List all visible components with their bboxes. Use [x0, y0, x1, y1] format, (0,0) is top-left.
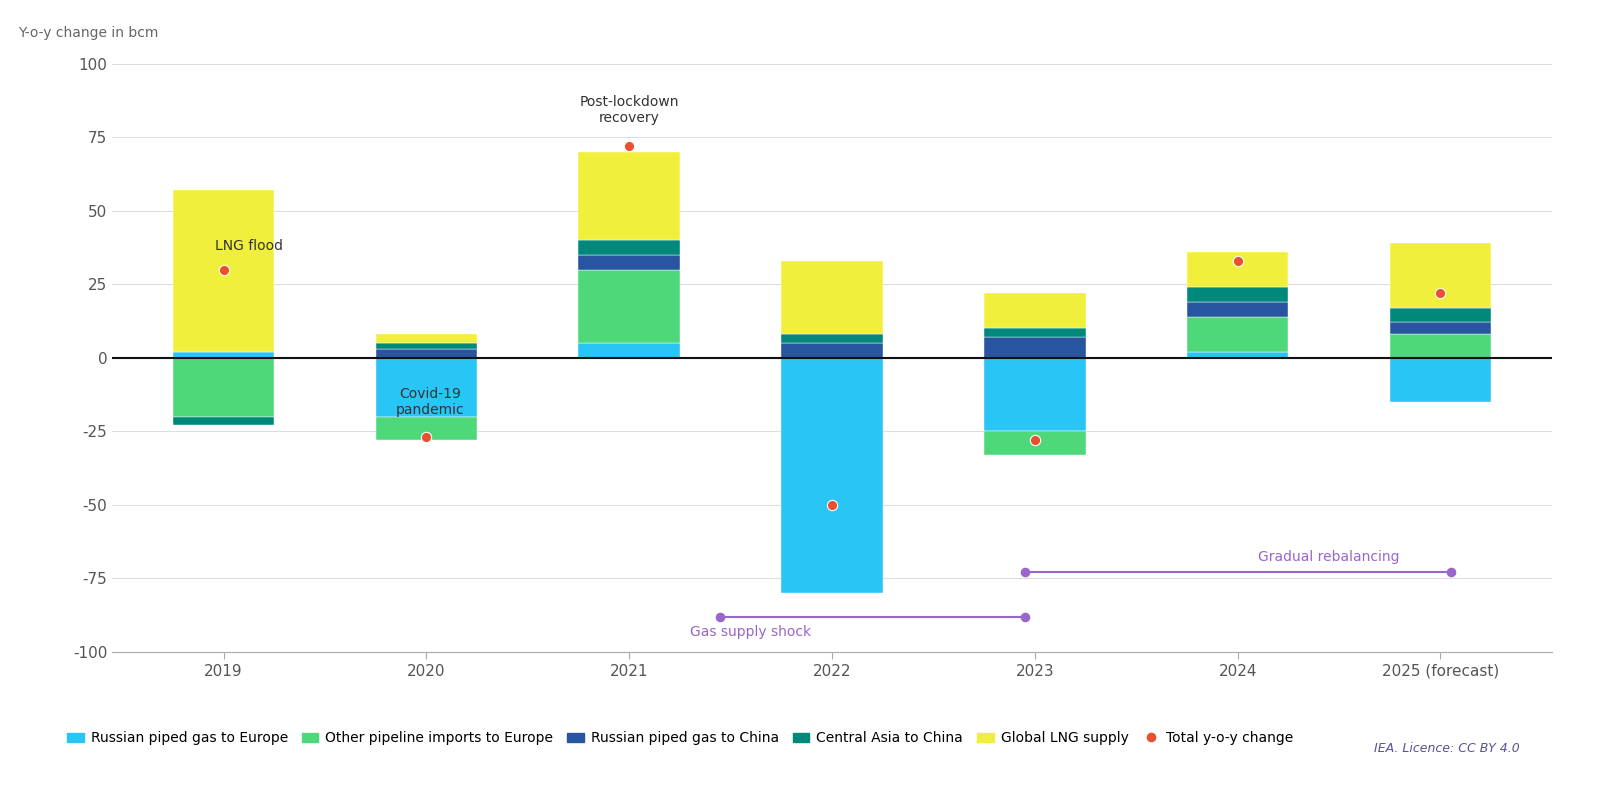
- Bar: [173, 417, 274, 425]
- Bar: [376, 343, 477, 349]
- Point: [616, 140, 642, 153]
- Bar: [984, 293, 1085, 328]
- Bar: [173, 190, 274, 352]
- Text: Gas supply shock: Gas supply shock: [690, 626, 811, 639]
- Point: [1226, 254, 1251, 267]
- Bar: [1390, 323, 1491, 334]
- Bar: [1187, 316, 1288, 352]
- Bar: [1187, 352, 1288, 358]
- Bar: [1390, 243, 1491, 308]
- Bar: [984, 328, 1085, 337]
- Text: LNG flood: LNG flood: [216, 239, 283, 253]
- Bar: [376, 417, 477, 440]
- Bar: [781, 261, 883, 334]
- Bar: [579, 343, 680, 358]
- Text: Post-lockdown
recovery: Post-lockdown recovery: [579, 95, 678, 126]
- Bar: [984, 337, 1085, 358]
- Bar: [781, 358, 883, 593]
- Point: [1011, 566, 1037, 579]
- Bar: [1187, 302, 1288, 316]
- Point: [211, 263, 237, 276]
- Bar: [1390, 358, 1491, 402]
- Bar: [1390, 334, 1491, 358]
- Bar: [1187, 287, 1288, 302]
- Point: [707, 611, 733, 623]
- Bar: [579, 152, 680, 240]
- Text: Y-o-y change in bcm: Y-o-y change in bcm: [19, 26, 158, 40]
- Bar: [781, 334, 883, 343]
- Bar: [984, 431, 1085, 455]
- Bar: [579, 240, 680, 254]
- Legend: Russian piped gas to Europe, Other pipeline imports to Europe, Russian piped gas: Russian piped gas to Europe, Other pipel…: [61, 726, 1299, 750]
- Bar: [173, 352, 274, 358]
- Point: [1438, 566, 1464, 579]
- Text: Gradual rebalancing: Gradual rebalancing: [1258, 549, 1400, 564]
- Bar: [376, 358, 477, 417]
- Bar: [173, 358, 274, 417]
- Point: [819, 498, 845, 511]
- Text: IEA. Licence: CC BY 4.0: IEA. Licence: CC BY 4.0: [1374, 743, 1520, 755]
- Bar: [579, 254, 680, 270]
- Bar: [376, 334, 477, 343]
- Bar: [579, 270, 680, 343]
- Bar: [376, 349, 477, 358]
- Bar: [1187, 252, 1288, 287]
- Text: Covid-19
pandemic: Covid-19 pandemic: [397, 387, 464, 417]
- Point: [413, 431, 438, 444]
- Bar: [1390, 308, 1491, 323]
- Point: [1011, 611, 1037, 623]
- Bar: [984, 358, 1085, 431]
- Point: [1022, 434, 1048, 447]
- Bar: [781, 343, 883, 358]
- Point: [1427, 287, 1453, 300]
